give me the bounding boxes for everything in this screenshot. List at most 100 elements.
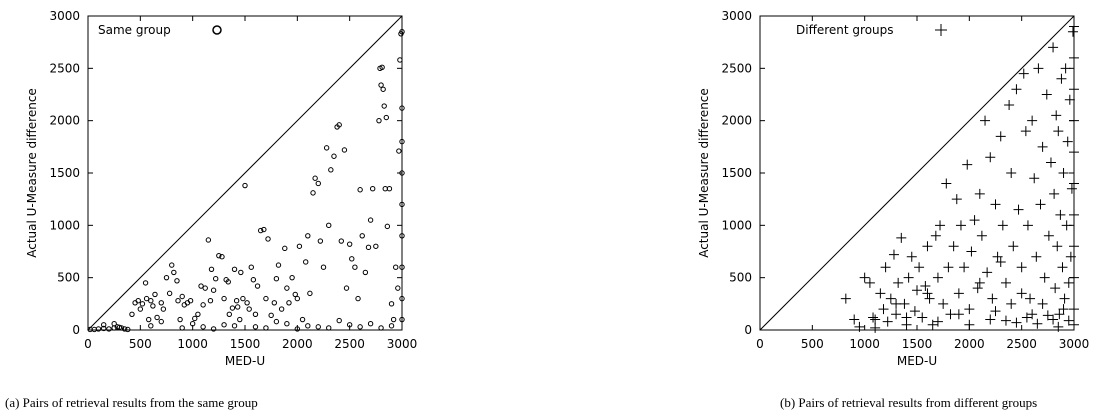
- chart-same-group: 0 500 1000 1500 2000 2500 3000 0 500 1000 1500 2000…: [5, 9, 417, 410]
- data-point: [365, 244, 372, 251]
- data-point: [210, 287, 217, 293]
- data-point: [1006, 298, 1017, 309]
- data-point: [346, 241, 353, 247]
- data-point: [111, 321, 117, 327]
- x-tick-label: 500: [801, 337, 824, 351]
- data-point: [158, 318, 164, 325]
- data-point: [903, 272, 914, 283]
- data-point: [399, 201, 405, 208]
- data-point: [1025, 293, 1036, 304]
- data-point: [146, 316, 152, 323]
- data-point: [990, 306, 1001, 317]
- data-point: [899, 298, 910, 309]
- y-tick-label: 1000: [49, 218, 80, 232]
- data-point: [1011, 317, 1022, 328]
- data-point: [278, 306, 285, 312]
- data-point: [198, 283, 204, 289]
- data-point: [148, 297, 154, 304]
- data-point: [171, 269, 177, 276]
- data-point: [912, 285, 922, 296]
- data-point: [840, 293, 851, 304]
- data-point: [150, 303, 156, 309]
- data-point: [1043, 230, 1054, 241]
- data-point: [943, 262, 954, 273]
- data-point: [179, 293, 185, 300]
- data-point: [240, 295, 246, 302]
- data-point: [992, 251, 1003, 262]
- y-tick-label: 3000: [721, 9, 752, 23]
- data-point: [286, 300, 292, 306]
- data-point: [917, 312, 928, 323]
- data-point: [1066, 183, 1077, 194]
- x-tick-label: 2000: [954, 337, 985, 351]
- data-point: [935, 220, 946, 231]
- data-point: [951, 194, 962, 205]
- data-point: [216, 252, 222, 259]
- legend-marker: [212, 25, 222, 35]
- data-point: [284, 321, 290, 327]
- data-point: [135, 297, 141, 304]
- data-point: [273, 276, 280, 282]
- data-point: [263, 295, 269, 302]
- data-point: [927, 319, 938, 330]
- data-point: [299, 316, 306, 323]
- y-tick-label: 500: [57, 271, 80, 285]
- data-point: [1031, 251, 1042, 262]
- data-point: [885, 293, 896, 304]
- data-point: [233, 297, 240, 304]
- data-point: [891, 298, 902, 309]
- data-point: [1013, 204, 1024, 215]
- data-point: [234, 304, 241, 310]
- data-point: [964, 304, 975, 315]
- data-point: [922, 288, 933, 299]
- reference-line: [759, 15, 1075, 331]
- data-point: [966, 246, 977, 257]
- data-point: [367, 321, 374, 327]
- data-point: [854, 321, 865, 332]
- data-point: [997, 220, 1008, 231]
- data-point: [849, 314, 860, 325]
- data-point: [210, 326, 217, 332]
- data-point: [225, 279, 231, 285]
- data-point: [207, 297, 214, 304]
- data-point: [336, 317, 342, 324]
- data-point: [399, 170, 405, 176]
- data-point: [121, 326, 128, 332]
- data-point: [331, 153, 337, 159]
- data-point: [248, 264, 254, 270]
- data-point: [252, 324, 259, 330]
- data-point: [1069, 319, 1079, 330]
- data-point: [1062, 136, 1073, 147]
- data-point: [231, 323, 238, 329]
- data-point: [1037, 141, 1048, 152]
- x-tick-label: 500: [129, 337, 152, 351]
- data-point: [378, 325, 384, 331]
- data-point: [208, 266, 215, 272]
- y-tick-label: 2000: [721, 114, 752, 128]
- data-point: [258, 227, 264, 234]
- y-axis-label: Actual U-Measure difference: [25, 88, 39, 258]
- data-point: [1048, 42, 1059, 53]
- data-point: [166, 290, 173, 297]
- data-point: [864, 277, 875, 288]
- data-point: [373, 243, 379, 249]
- data-point: [955, 220, 966, 231]
- data-point: [893, 277, 904, 288]
- data-point: [896, 232, 907, 243]
- data-point: [336, 122, 342, 128]
- data-point: [390, 316, 397, 323]
- data-point: [388, 301, 395, 307]
- data-point: [945, 309, 956, 320]
- data-point: [305, 323, 311, 329]
- data-point: [1000, 277, 1011, 288]
- data-point: [242, 182, 248, 189]
- y-tick-label: 2500: [721, 61, 752, 75]
- data-point: [399, 105, 405, 111]
- data-point: [1032, 318, 1043, 329]
- figure-caption: (a) Pairs of retrieval results from the …: [5, 395, 258, 410]
- data-point: [1067, 26, 1078, 37]
- data-point: [1049, 188, 1060, 199]
- data-point: [920, 281, 931, 292]
- data-point: [1016, 262, 1027, 273]
